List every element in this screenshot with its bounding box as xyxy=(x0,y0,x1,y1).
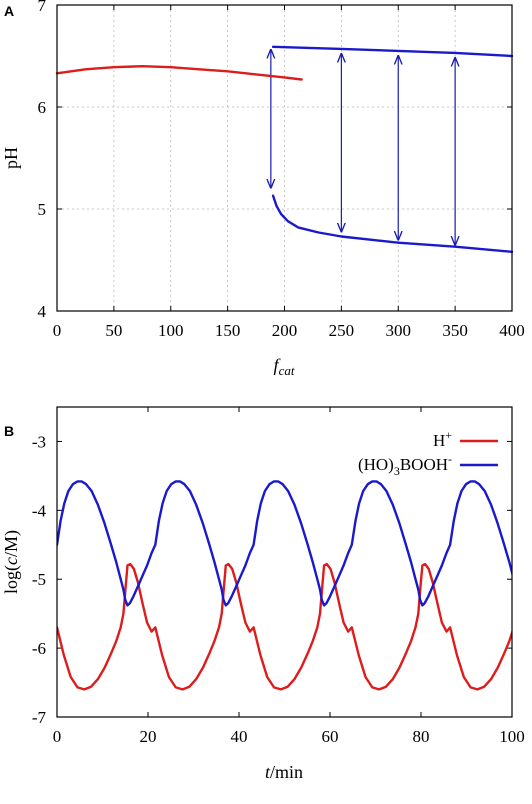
panel-b-xtick-label: 0 xyxy=(53,727,62,746)
panel-a-xtick-label: 400 xyxy=(499,321,525,340)
panel-a-xtick-label: 50 xyxy=(105,321,122,340)
panel-a-xtick-label: 0 xyxy=(53,321,62,340)
panel-b-ytick-label: -6 xyxy=(32,639,46,658)
panel-a-frame xyxy=(56,4,513,312)
panel-b-ytick-label: -7 xyxy=(32,708,47,727)
panel-b-xtick-label: 60 xyxy=(322,727,339,746)
panel-a-xtick-label: 150 xyxy=(215,321,241,340)
panel-a: A 0 50 100 150 200 250 300 350 400 4 5 6 7 pH fcat xyxy=(1,0,525,378)
panel-a-arrows xyxy=(271,50,455,245)
panel-b-xtick-label: 80 xyxy=(413,727,430,746)
panel-a-ytick-label: 4 xyxy=(38,302,47,321)
panel-a-series-1-blue xyxy=(271,45,514,58)
panel-a-grid xyxy=(57,5,512,311)
panel-a-ytick-label: 7 xyxy=(38,0,47,15)
panel-a-ytick-label: 5 xyxy=(38,200,47,219)
panel-b-series-peroxoborate xyxy=(57,480,512,607)
panel-a-ytick-label: 6 xyxy=(38,98,47,117)
panel-a-xtick-label: 350 xyxy=(442,321,468,340)
panel-b-ylabel: log(c/M) xyxy=(1,530,22,594)
panel-a-ylabel: pH xyxy=(1,147,21,169)
panel-a-label: A xyxy=(4,3,14,19)
panel-b-xlabel: t/min xyxy=(265,762,303,782)
panel-b: B 0 20 40 60 80 100-7-6-5-4-3 log(c/M) t/min … xyxy=(1,406,525,782)
legend-label-peroxoborate: (HO)3BOOH- xyxy=(358,452,452,478)
panel-a-xtick-label: 200 xyxy=(272,321,298,340)
panel-a-series xyxy=(55,45,514,253)
panel-a-xtick-label: 250 xyxy=(329,321,355,340)
panel-b-xtick-label: 100 xyxy=(499,727,525,746)
panel-a-xlabel: fcat xyxy=(274,355,295,378)
panel-a-series-2-blue xyxy=(271,194,514,253)
panel-a-xtick-label: 100 xyxy=(158,321,184,340)
panel-b-ytick-label: -5 xyxy=(32,570,46,589)
panel-b-xtick-label: 20 xyxy=(140,727,157,746)
panel-b-ytick-label: -4 xyxy=(32,501,47,520)
panel-b-series-h-plus xyxy=(57,562,512,691)
panel-b-xtick-label: 40 xyxy=(231,727,248,746)
panel-a-ticks: 0 50 100 150 200 250 300 350 400 4 5 6 7 xyxy=(38,0,525,340)
panel-b-label: B xyxy=(4,423,14,439)
panel-b-ticks: 0 20 40 60 80 100 -7 -6 -5 -4 -3 xyxy=(32,407,525,746)
panel-a-series-0-red xyxy=(55,65,303,81)
panel-a-xtick-label: 300 xyxy=(386,321,412,340)
panel-b-frame xyxy=(56,406,513,718)
panel-b-series xyxy=(57,480,512,691)
panel-b-legend: H+ (HO)3BOOH- xyxy=(358,428,498,478)
legend-label-h-plus: H+ xyxy=(433,428,452,450)
panel-b-ytick-label: -3 xyxy=(32,432,46,451)
